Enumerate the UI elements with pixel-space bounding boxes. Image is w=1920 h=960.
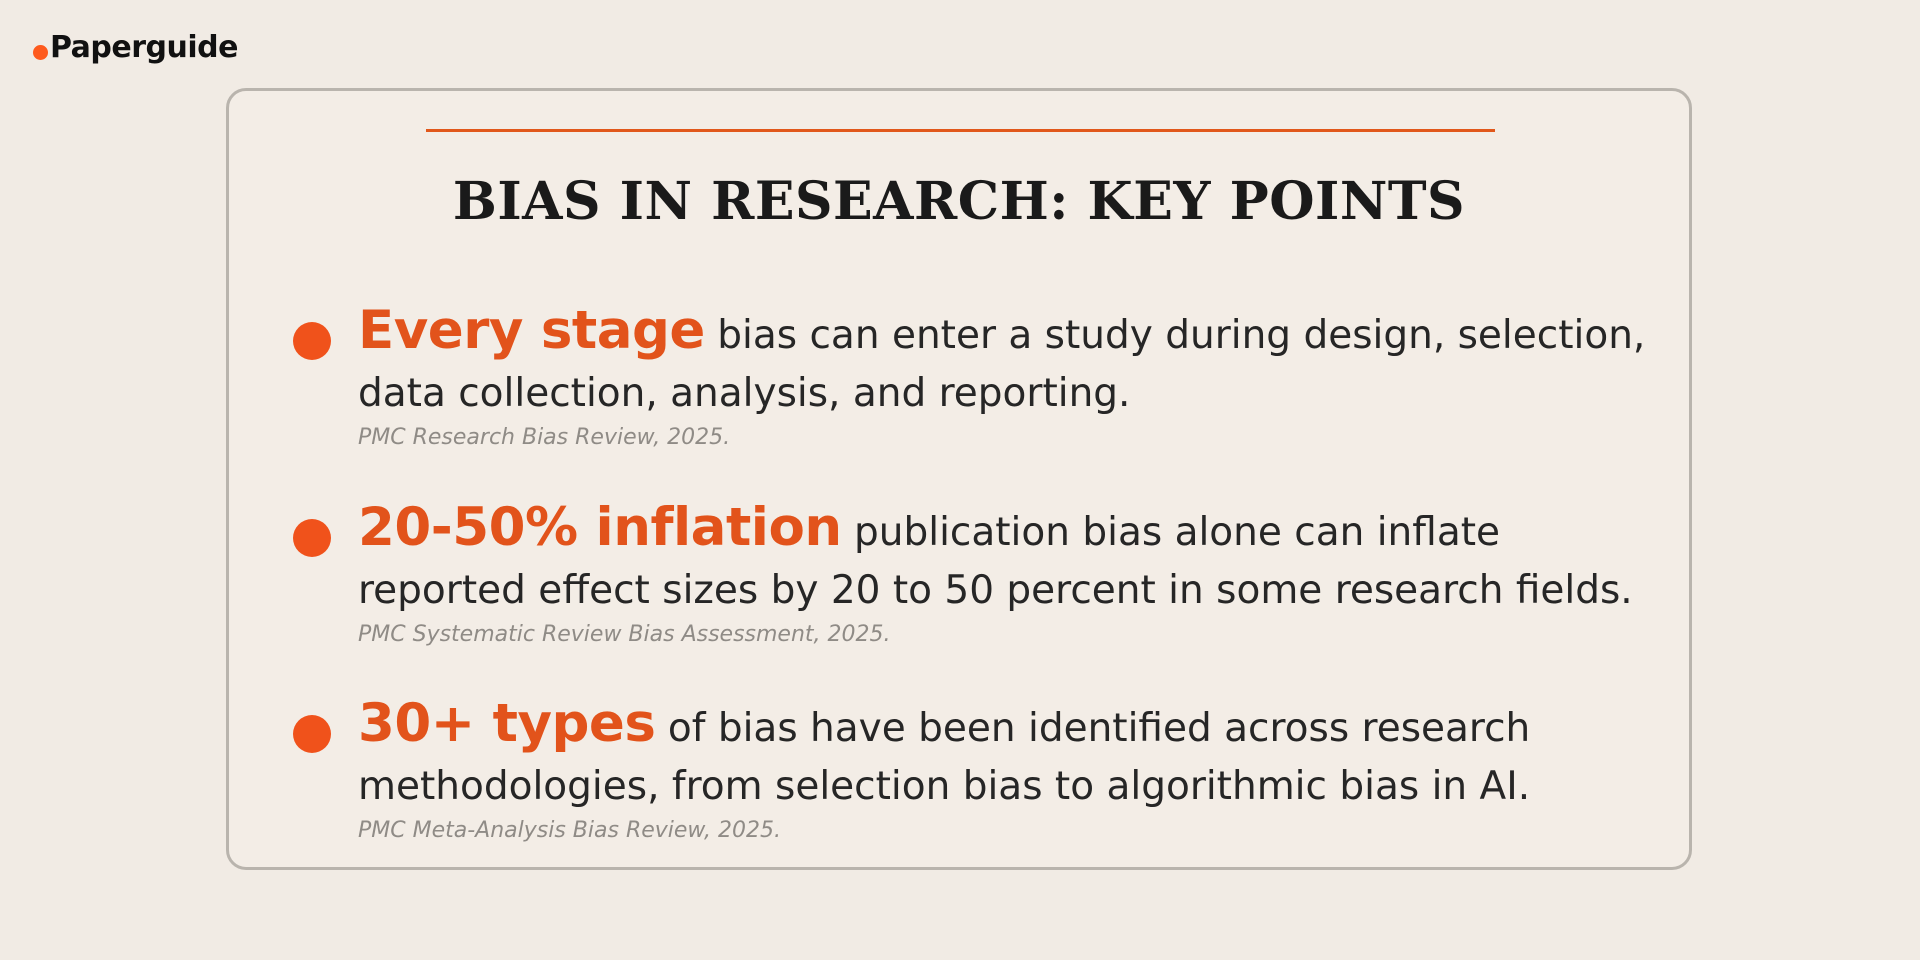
key-point-item: 20-50% inflation publication bias alone … <box>293 499 1653 647</box>
key-point-body: 30+ types of bias have been identified a… <box>358 695 1653 816</box>
key-point-text: publication bias alone can inflate repor… <box>358 510 1633 613</box>
key-point-item: 30+ types of bias have been identified a… <box>293 695 1653 843</box>
key-point-text: bias can enter a study during design, se… <box>358 313 1646 416</box>
key-point-text: of bias have been identified across rese… <box>358 706 1531 809</box>
brand-name: Paperguide <box>50 30 238 65</box>
key-point-source: PMC Research Bias Review, 2025. <box>358 425 731 450</box>
key-point-highlight: Every stage <box>358 300 705 361</box>
brand-dot-icon <box>33 45 48 60</box>
card-title: BIAS IN RESEARCH: KEY POINTS <box>452 171 1466 232</box>
key-point-highlight: 20-50% inflation <box>358 497 842 558</box>
key-point-highlight: 30+ types <box>358 693 656 754</box>
bullet-dot-icon <box>293 715 331 753</box>
key-point-body: Every stage bias can enter a study durin… <box>358 302 1653 423</box>
bullet-dot-icon <box>293 519 331 557</box>
accent-divider <box>426 129 1495 132</box>
key-point-source: PMC Systematic Review Bias Assessment, 2… <box>358 622 891 647</box>
brand-logo: Paperguide <box>33 30 238 65</box>
key-point-item: Every stage bias can enter a study durin… <box>293 302 1653 450</box>
key-points-card: BIAS IN RESEARCH: KEY POINTS Every stage… <box>226 88 1692 870</box>
key-point-source: PMC Meta-Analysis Bias Review, 2025. <box>358 818 781 843</box>
bullet-dot-icon <box>293 322 331 360</box>
key-point-body: 20-50% inflation publication bias alone … <box>358 499 1653 620</box>
